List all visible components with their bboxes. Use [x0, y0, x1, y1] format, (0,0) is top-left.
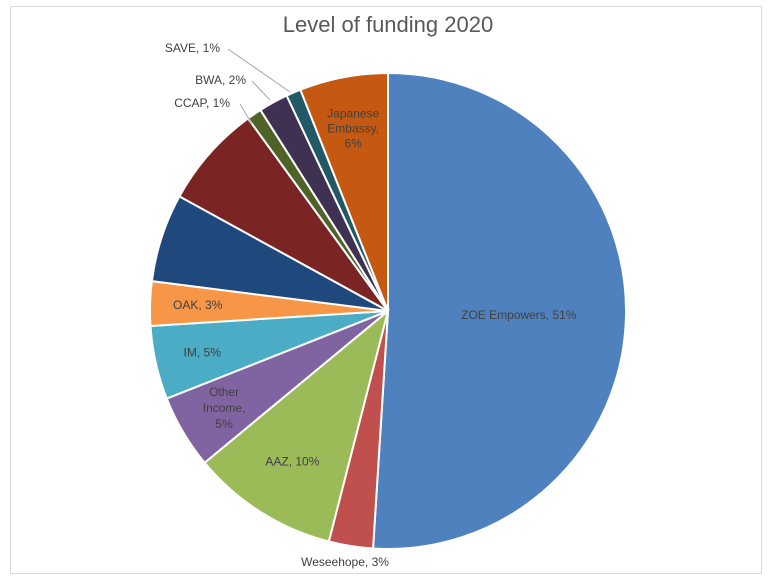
data-label-aaz: AAZ, 10% [265, 455, 319, 469]
data-label-im: IM, 5% [184, 346, 222, 360]
data-label-weseehope: Weseehope, 3% [301, 555, 389, 569]
data-label-ccap: CCAP, 1% [174, 96, 230, 110]
pie-slice-7 [178, 117, 389, 312]
data-label-japanese-embassy: Japanese Embassy, 6% [327, 107, 379, 151]
leader-line [251, 80, 271, 101]
data-label-save: SAVE, 1% [165, 41, 220, 55]
pie-slice-japanese-embassy [299, 71, 389, 312]
pie-slice-zoe-empowers [371, 71, 627, 550]
leader-line [239, 103, 253, 125]
leader-line [227, 48, 291, 93]
pie-slice-aaz [203, 308, 390, 543]
data-label-bwa: BWA, 2% [195, 73, 246, 87]
data-label-other-income: Other Income, 5% [203, 385, 246, 431]
data-label-oak: OAK, 3% [173, 298, 223, 312]
data-label-zoe-empowers: ZOE Empowers, 51% [461, 308, 577, 322]
chart-title: Level of funding 2020 [282, 12, 494, 37]
